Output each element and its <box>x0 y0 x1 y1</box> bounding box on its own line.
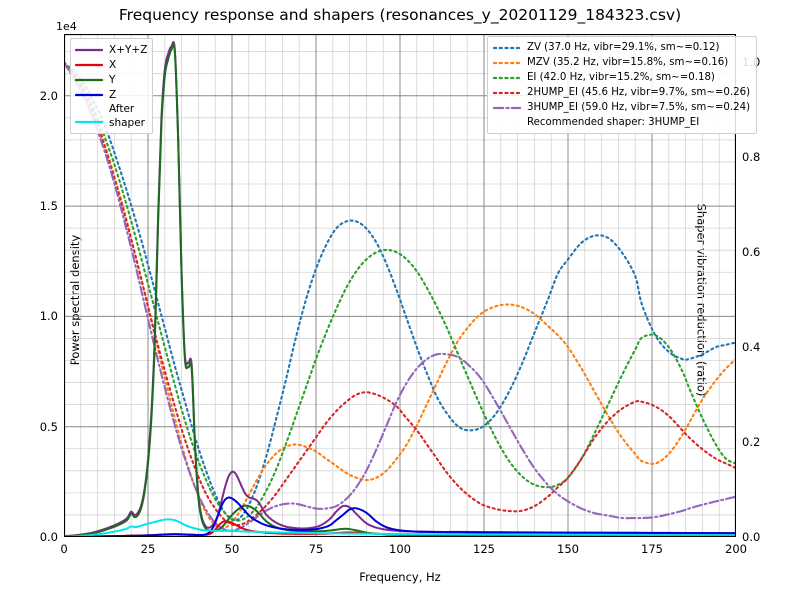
secondary-y-tick-label: 0.8 <box>742 150 761 165</box>
legend-item-label: MZV (35.2 Hz, vibr=15.8%, sm~=0.16) <box>527 56 729 68</box>
plot-area <box>64 34 736 537</box>
psd-curve-aftershaper <box>64 518 736 537</box>
chart-title: Frequency response and shapers (resonanc… <box>118 6 682 24</box>
y-axis-exponent-label: 1e4 <box>56 20 77 33</box>
plot-canvas <box>64 34 736 537</box>
plot-frame <box>64 34 736 537</box>
x-tick-label: 175 <box>641 542 663 556</box>
x-axis-label: Frequency, Hz <box>359 570 441 584</box>
x-tick-label: 100 <box>389 542 411 556</box>
shaper-curve-zv <box>64 61 736 522</box>
legend-item-label: EI (42.0 Hz, vibr=15.2%, sm~=0.18) <box>527 71 715 83</box>
legend-item-ei[interactable]: EI (42.0 Hz, vibr=15.2%, sm~=0.18) <box>493 70 750 85</box>
x-tick-label: 150 <box>557 542 579 556</box>
legend-swatch-icon <box>75 44 103 56</box>
y-tick-label: 1.0 <box>39 309 58 324</box>
shaper-curve-ei <box>64 61 736 522</box>
y-tick-label: 2.0 <box>39 88 58 103</box>
legend-item-label: ZV (37.0 Hz, vibr=29.1%, sm~=0.12) <box>527 41 720 53</box>
legend-item-z[interactable]: Z <box>75 87 147 102</box>
legend-item-3hump_ei[interactable]: 3HUMP_EI (59.0 Hz, vibr=7.5%, sm~=0.24) <box>493 100 750 115</box>
legend-item-zv[interactable]: ZV (37.0 Hz, vibr=29.1%, sm~=0.12) <box>493 40 750 55</box>
legend-item-label: X <box>109 58 117 71</box>
legend-item-label: 2HUMP_EI (45.6 Hz, vibr=9.7%, sm~=0.26) <box>527 86 751 98</box>
shaper-curve-mzv <box>64 61 736 530</box>
shaper-curve-3hump_ei <box>64 61 736 532</box>
legend-item-2hump_ei[interactable]: 2HUMP_EI (45.6 Hz, vibr=9.7%, sm~=0.26) <box>493 85 750 100</box>
x-tick-label: 200 <box>725 542 747 556</box>
psd-legend: X+Y+Z X Y Z After shaper <box>70 38 154 134</box>
psd-curves <box>64 41 736 537</box>
legend-swatch-icon <box>75 74 103 86</box>
legend-swatch-icon <box>493 102 521 114</box>
y-tick-label: 0.5 <box>39 419 58 434</box>
x-tick-label: 25 <box>140 542 156 556</box>
x-tick-label: 75 <box>308 542 324 556</box>
secondary-y-tick-label: 0.4 <box>742 340 761 355</box>
legend-item-label: Z <box>109 88 117 101</box>
legend-swatch-icon <box>493 72 521 84</box>
legend-item-y[interactable]: Y <box>75 72 147 87</box>
shaper-curves <box>64 61 736 532</box>
legend-swatch-icon <box>493 57 521 69</box>
legend-item-x[interactable]: X <box>75 57 147 72</box>
y-tick-label: 0.0 <box>39 530 58 544</box>
legend-item-label: Y <box>109 73 116 86</box>
x-tick-label: 125 <box>473 542 495 556</box>
psd-curve-z <box>64 496 736 537</box>
legend-item-xyz[interactable]: X+Y+Z <box>75 42 147 57</box>
legend-swatch-icon <box>493 42 521 54</box>
secondary-y-tick-label: 0.2 <box>742 435 761 450</box>
x-tick-label: 0 <box>60 542 68 556</box>
recommended-shaper-label: Recommended shaper: 3HUMP_EI <box>527 116 700 128</box>
recommended-shaper-note: Recommended shaper: 3HUMP_EI <box>493 115 750 130</box>
grid-minor <box>64 34 736 537</box>
legend-swatch-icon <box>75 89 103 101</box>
secondary-y-tick-label: 0.6 <box>742 245 761 260</box>
legend-swatch-icon <box>75 116 103 128</box>
legend-swatch-icon <box>493 87 521 99</box>
y-tick-label: 1.5 <box>39 199 58 214</box>
legend-item-label: X+Y+Z <box>109 43 148 56</box>
legend-swatch-icon <box>75 59 103 71</box>
x-tick-label: 50 <box>224 542 240 556</box>
legend-item-mzv[interactable]: MZV (35.2 Hz, vibr=15.8%, sm~=0.16) <box>493 55 750 70</box>
legend-item-aftershaper[interactable]: After shaper <box>75 102 147 130</box>
shaper-curve-2hump_ei <box>64 61 736 527</box>
secondary-y-tick-label: 0.0 <box>742 530 761 544</box>
legend-item-label: 3HUMP_EI (59.0 Hz, vibr=7.5%, sm~=0.24) <box>527 101 751 113</box>
legend-item-label: After shaper <box>109 103 146 129</box>
shaper-legend: ZV (37.0 Hz, vibr=29.1%, sm~=0.12) MZV (3… <box>487 36 758 134</box>
